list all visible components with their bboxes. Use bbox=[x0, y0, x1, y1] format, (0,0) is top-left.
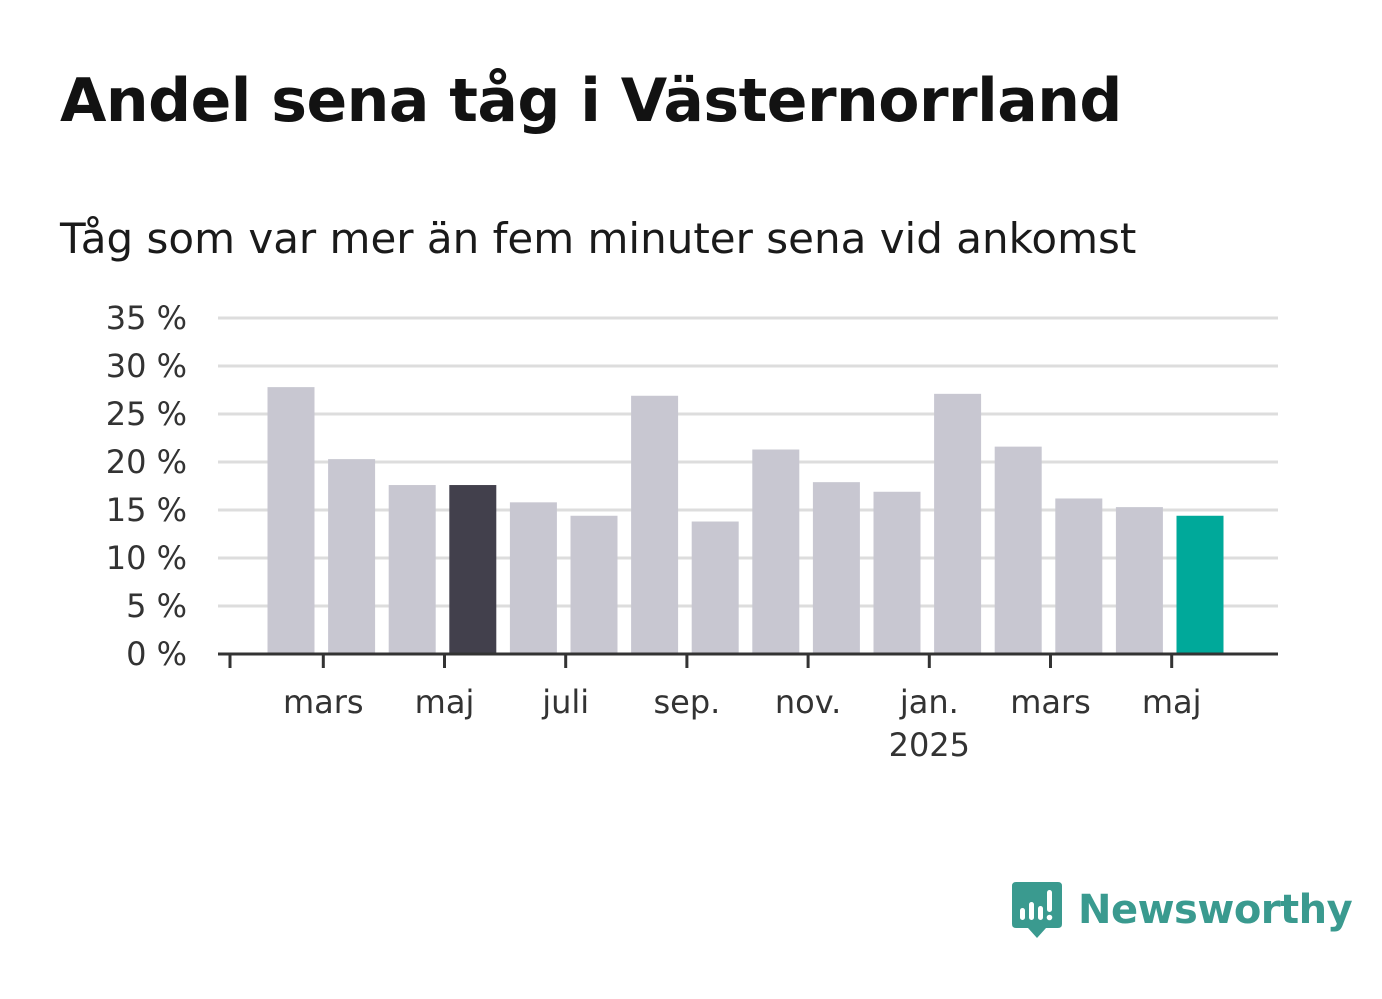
newsworthy-logo: Newsworthy bbox=[1010, 880, 1353, 940]
y-tick-label: 25 % bbox=[106, 395, 187, 433]
bar bbox=[873, 491, 921, 654]
x-tick-label: jan. bbox=[899, 683, 959, 721]
x-tick-label: maj bbox=[415, 683, 475, 721]
bar bbox=[1115, 507, 1163, 654]
bar bbox=[691, 521, 739, 654]
bar bbox=[267, 387, 315, 654]
x-axis-labels: mars maj juli sep. nov. jan. 2025 mars maj bbox=[283, 683, 1202, 764]
chart-subtitle: Tåg som var mer än fem minuter sena vid … bbox=[60, 214, 1137, 263]
x-tick-label: maj bbox=[1142, 683, 1202, 721]
y-tick-label: 0 % bbox=[126, 635, 187, 673]
y-axis-labels: 0 % 5 % 10 % 15 % 20 % 25 % 30 % 35 % bbox=[106, 299, 187, 673]
bar bbox=[328, 459, 376, 654]
bar bbox=[570, 515, 618, 654]
x-tick-sublabel: 2025 bbox=[889, 726, 970, 764]
bar bbox=[449, 485, 497, 654]
y-tick-label: 15 % bbox=[106, 491, 187, 529]
bar bbox=[1055, 498, 1103, 654]
bars bbox=[267, 387, 1224, 654]
x-tick-label: juli bbox=[541, 683, 589, 721]
x-tick-label: mars bbox=[283, 683, 364, 721]
y-tick-label: 30 % bbox=[106, 347, 187, 385]
bar bbox=[1176, 515, 1224, 654]
y-tick-label: 5 % bbox=[126, 587, 187, 625]
bar bbox=[812, 482, 860, 654]
bar bbox=[752, 449, 800, 654]
y-tick-label: 20 % bbox=[106, 443, 187, 481]
bar bbox=[934, 393, 982, 654]
brand-name: Newsworthy bbox=[1078, 887, 1353, 933]
bar bbox=[631, 395, 679, 654]
newsworthy-icon bbox=[1012, 882, 1062, 938]
x-tick-label: sep. bbox=[653, 683, 720, 721]
chart-title: Andel sena tåg i Västernorrland bbox=[60, 66, 1122, 136]
y-tick-label: 35 % bbox=[106, 299, 187, 337]
x-tick-label: nov. bbox=[775, 683, 841, 721]
bar bbox=[994, 446, 1042, 654]
bar bbox=[388, 485, 436, 654]
x-axis bbox=[218, 652, 1278, 668]
bar bbox=[509, 502, 557, 654]
y-tick-label: 10 % bbox=[106, 539, 187, 577]
x-tick-label: mars bbox=[1010, 683, 1091, 721]
